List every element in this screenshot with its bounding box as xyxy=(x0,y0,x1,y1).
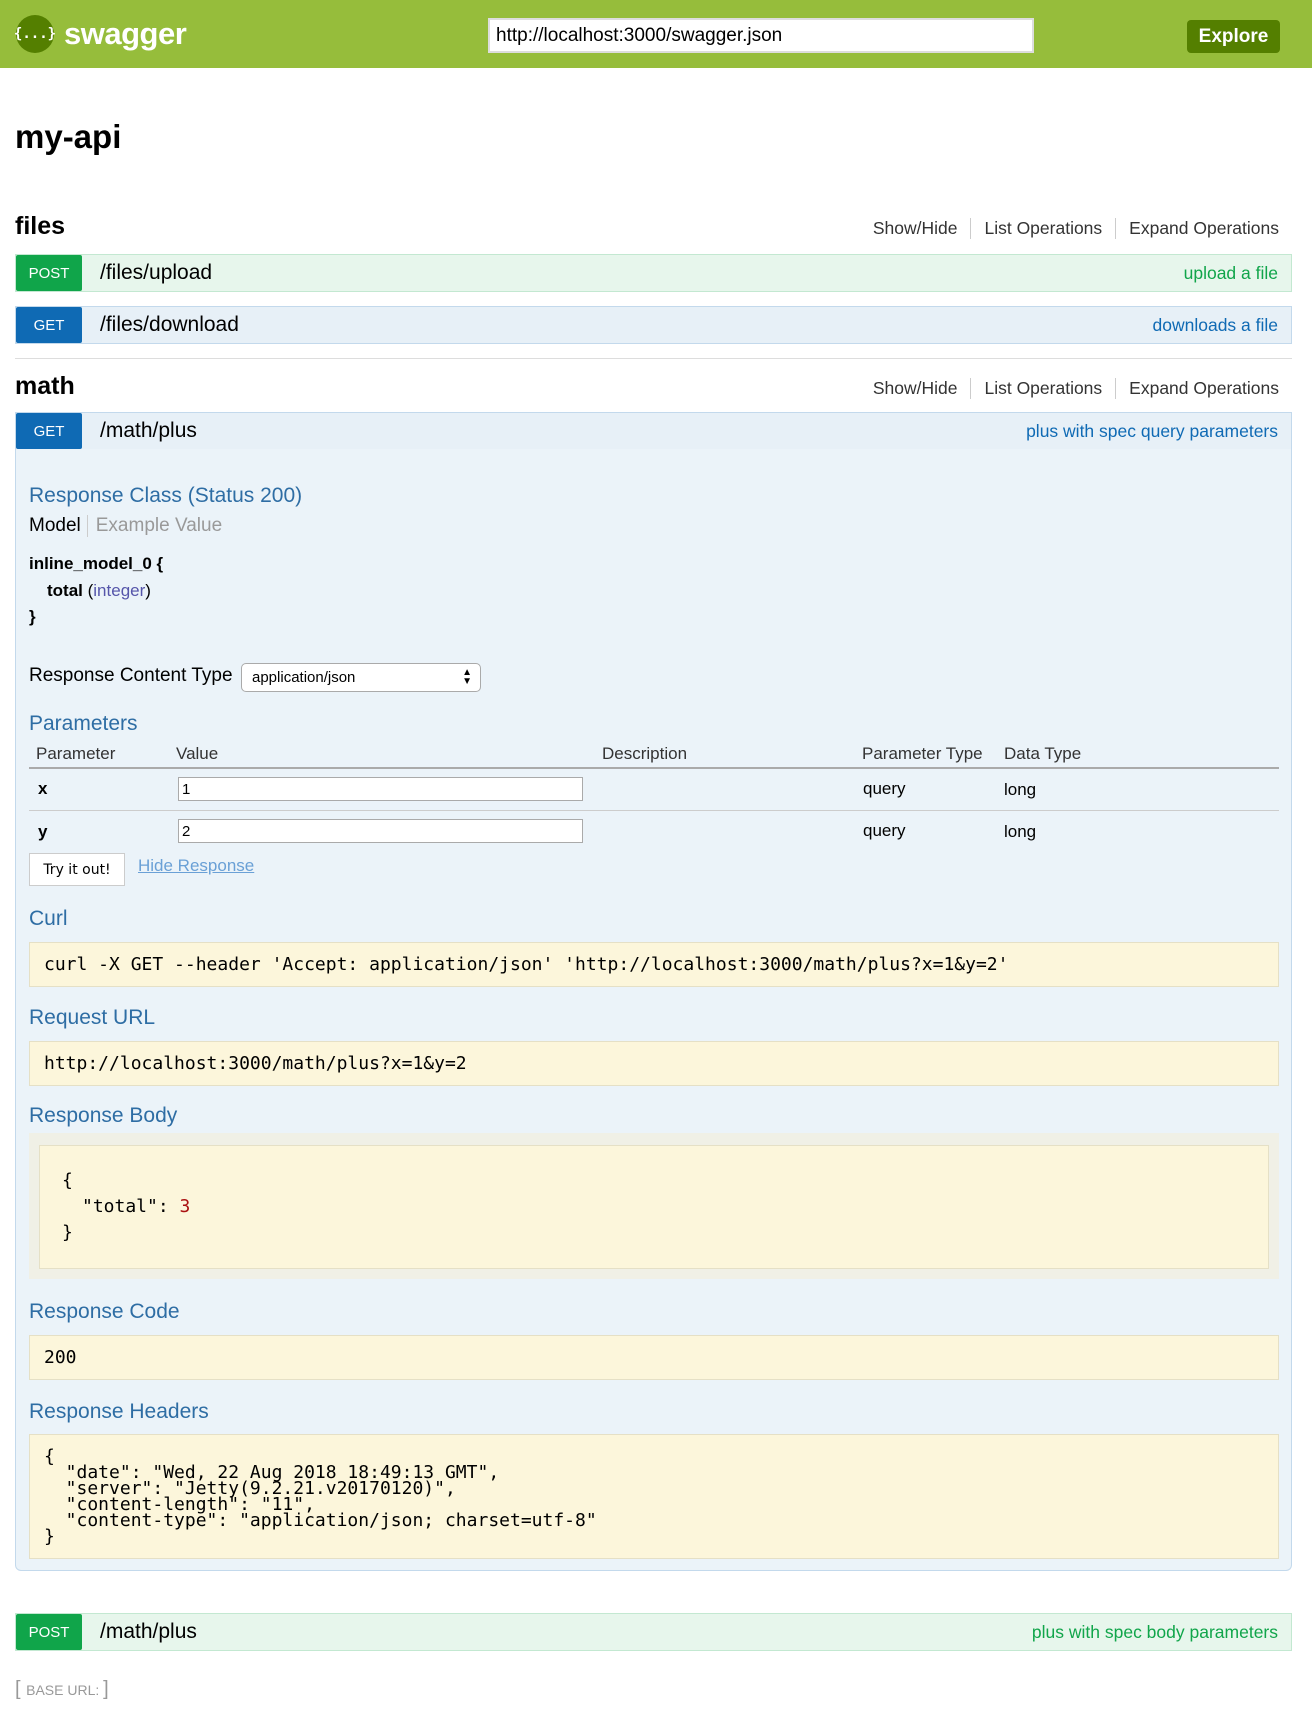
json-open: { xyxy=(62,1170,73,1191)
curl-command: curl -X GET --header 'Accept: applicatio… xyxy=(29,942,1279,987)
param-x-input[interactable] xyxy=(178,777,583,801)
show-hide-link[interactable]: Show/Hide xyxy=(860,218,972,239)
response-code: 200 xyxy=(29,1335,1279,1380)
parameters-title: Parameters xyxy=(29,712,138,735)
resource-name[interactable]: files xyxy=(15,212,66,240)
json-value: 3 xyxy=(179,1196,191,1217)
param-name: x xyxy=(38,779,48,798)
list-operations-link[interactable]: List Operations xyxy=(971,378,1117,399)
try-it-out-button[interactable]: Try it out! xyxy=(29,853,125,886)
operation-get-files-download[interactable]: GET /files/download downloads a file xyxy=(15,306,1292,344)
tab-model[interactable]: Model xyxy=(29,515,88,537)
show-hide-link[interactable]: Show/Hide xyxy=(860,378,972,399)
selected-content-type: application/json xyxy=(252,669,356,686)
operation-summary[interactable]: upload a file xyxy=(1183,262,1278,283)
operation-path[interactable]: /files/upload xyxy=(100,261,213,284)
operation-get-math-plus[interactable]: GET /math/plus plus with spec query para… xyxy=(15,412,1292,450)
swagger-logo-icon: {...} xyxy=(14,15,56,53)
json-close: } xyxy=(62,1222,73,1243)
list-operations-link[interactable]: List Operations xyxy=(971,218,1117,239)
param-type: query xyxy=(863,821,906,840)
operation-path[interactable]: /math/plus xyxy=(100,1620,197,1643)
resource-name[interactable]: math xyxy=(15,372,75,400)
column-header-value: Value xyxy=(176,744,219,763)
row-divider xyxy=(29,810,1279,811)
table-header-divider xyxy=(29,767,1279,769)
method-badge: POST xyxy=(16,255,82,291)
response-content-type-label: Response Content Type xyxy=(29,665,233,686)
hide-response-link[interactable]: Hide Response xyxy=(138,856,255,875)
method-badge: POST xyxy=(16,1614,82,1650)
base-url-label: BASE URL xyxy=(26,1682,96,1698)
operation-summary[interactable]: plus with spec query parameters xyxy=(1026,420,1278,441)
operation-post-math-plus[interactable]: POST /math/plus plus with spec body para… xyxy=(15,1613,1292,1651)
expand-operations-link[interactable]: Expand Operations xyxy=(1129,378,1279,398)
top-bar: {...} swagger Explore xyxy=(0,0,1312,68)
tab-example-value[interactable]: Example Value xyxy=(95,515,223,536)
base-url-footer: [ BASE URL: ] xyxy=(15,1678,109,1700)
property-name: total xyxy=(47,581,83,600)
operation-summary[interactable]: downloads a file xyxy=(1152,314,1279,335)
json-line: "total": 3 xyxy=(62,1194,1246,1220)
request-url-title: Request URL xyxy=(29,1006,156,1029)
method-badge: GET xyxy=(16,307,82,343)
spec-url-input[interactable] xyxy=(488,18,1034,53)
operation-post-files-upload[interactable]: POST /files/upload upload a file xyxy=(15,254,1292,292)
operation-details-panel: Response Class (Status 200) Model Exampl… xyxy=(15,449,1292,1571)
request-url: http://localhost:3000/math/plus?x=1&y=2 xyxy=(29,1041,1279,1086)
param-name: y xyxy=(38,822,48,841)
response-headers-title: Response Headers xyxy=(29,1400,209,1423)
response-content-type-select[interactable]: application/json ▲ ▼ xyxy=(241,663,481,692)
data-type: long xyxy=(1004,822,1037,841)
response-headers: { "date": "Wed, 22 Aug 2018 18:49:13 GMT… xyxy=(29,1434,1279,1559)
column-header-parameter-type: Parameter Type xyxy=(862,744,983,763)
json-key: "total": xyxy=(82,1196,180,1217)
page-title: my-api xyxy=(15,118,122,155)
model-close: } xyxy=(29,607,36,626)
method-badge: GET xyxy=(16,413,82,449)
response-code-title: Response Code xyxy=(29,1300,180,1323)
param-y-input[interactable] xyxy=(178,819,583,843)
operation-path[interactable]: /math/plus xyxy=(100,419,197,442)
response-body-wrapper: { "total": 3 } xyxy=(29,1133,1279,1279)
select-arrows-icon: ▲ ▼ xyxy=(462,667,472,687)
property-type: integer xyxy=(93,581,146,600)
curl-title: Curl xyxy=(29,907,68,930)
response-body: { "total": 3 } xyxy=(39,1145,1269,1269)
operation-path[interactable]: /files/download xyxy=(100,313,239,336)
model-property: total (integer) xyxy=(47,581,151,600)
response-body-title: Response Body xyxy=(29,1104,178,1127)
response-class-title: Response Class (Status 200) xyxy=(29,484,303,507)
operation-summary[interactable]: plus with spec body parameters xyxy=(1031,1621,1278,1642)
column-header-parameter: Parameter xyxy=(36,744,116,763)
column-header-description: Description xyxy=(602,744,688,763)
column-header-data-type: Data Type xyxy=(1004,744,1082,763)
expand-operations-link[interactable]: Expand Operations xyxy=(1129,218,1279,238)
model-tabs: Model Example Value xyxy=(29,515,222,537)
data-type: long xyxy=(1004,780,1037,799)
explore-button[interactable]: Explore xyxy=(1187,20,1280,53)
resource-divider xyxy=(15,358,1292,359)
param-type: query xyxy=(863,779,906,798)
model-name: inline_model_0 { xyxy=(29,554,164,573)
swagger-logo[interactable]: {...} swagger xyxy=(14,15,187,53)
logo-text: swagger xyxy=(64,16,187,51)
